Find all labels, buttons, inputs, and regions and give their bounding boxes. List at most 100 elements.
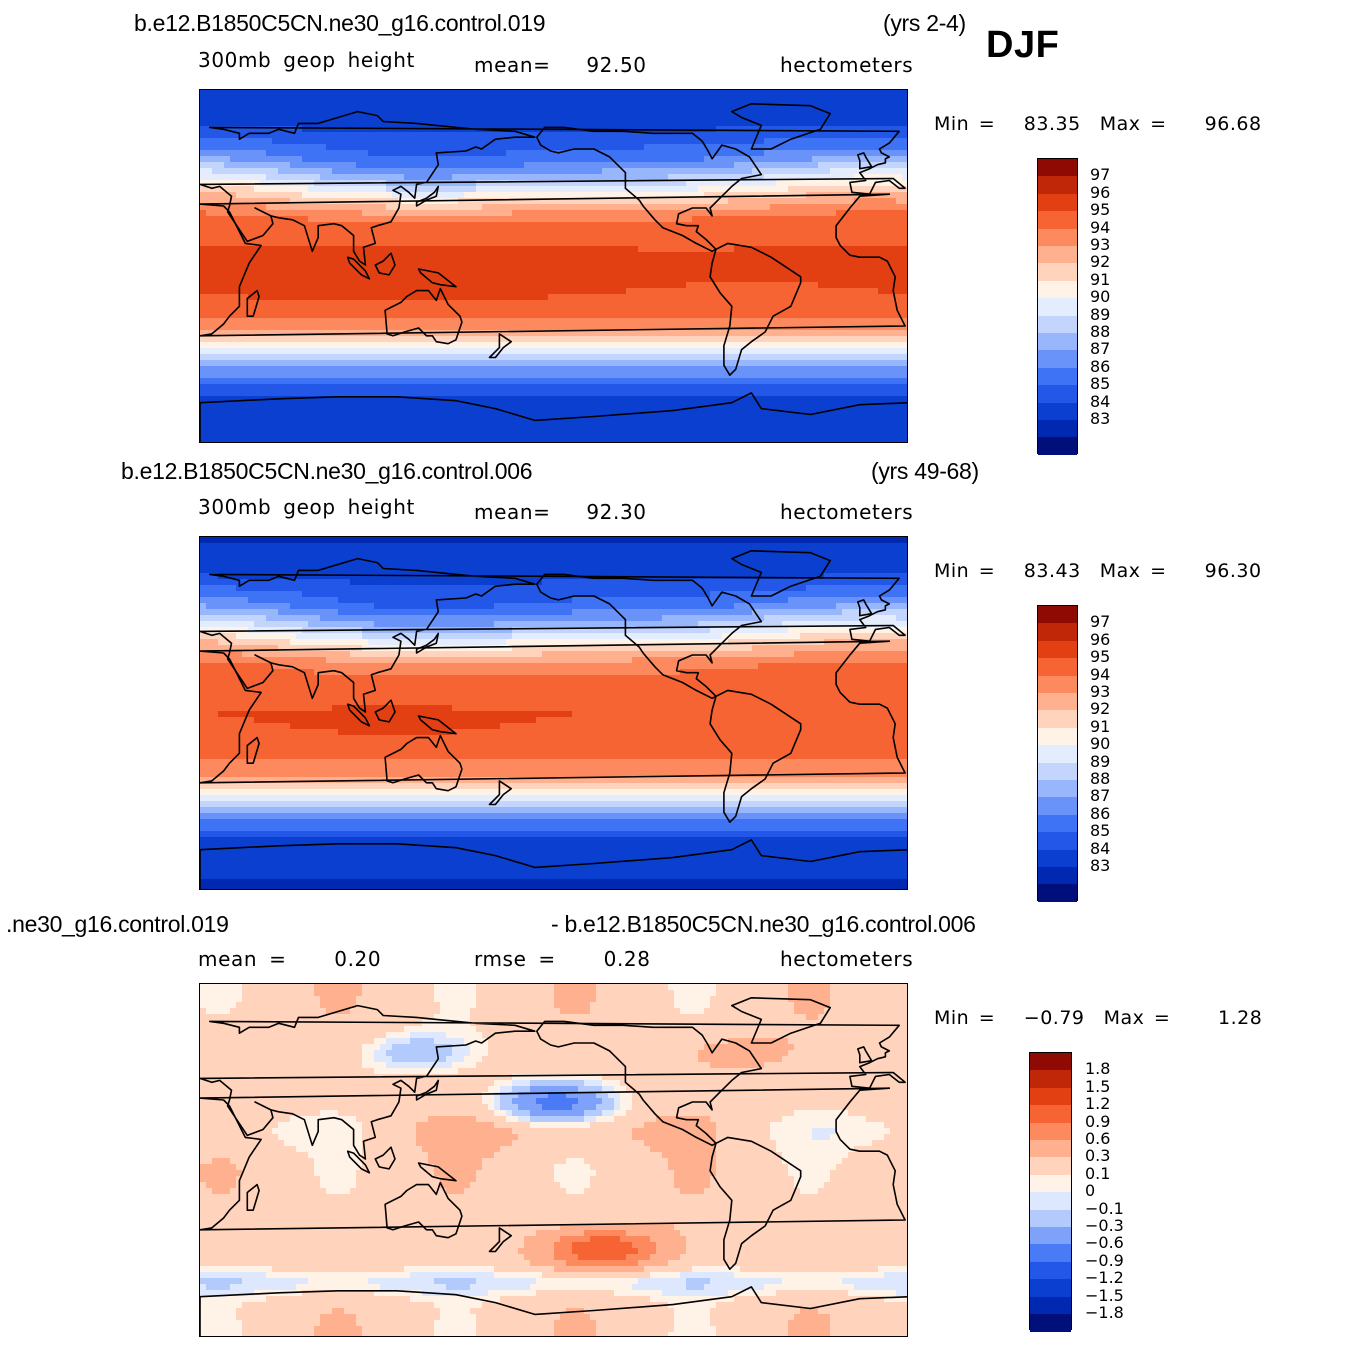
field-cell (332, 222, 339, 229)
field-cell (830, 204, 837, 211)
field-cell (458, 138, 465, 145)
field-cell (626, 336, 633, 343)
field-cell (332, 210, 339, 217)
field-cell (386, 168, 393, 175)
field-cell (536, 234, 543, 241)
field-cell (590, 252, 597, 259)
field-cell (824, 162, 831, 169)
field-cell (656, 330, 663, 337)
field-cell (734, 336, 741, 343)
field-cell (578, 186, 585, 193)
field-cell (200, 330, 207, 337)
field-cell (746, 210, 753, 217)
field-cell (656, 198, 663, 205)
field-cell (740, 180, 747, 187)
field-cell (764, 234, 771, 241)
field-cell (716, 90, 723, 97)
field-cell (284, 168, 291, 175)
field-cell (236, 120, 243, 127)
field-cell (356, 312, 363, 319)
field-cell (626, 246, 633, 253)
field-cell (596, 120, 603, 127)
field-cell (632, 240, 639, 247)
field-cell (872, 216, 879, 223)
field-cell (560, 168, 567, 175)
field-cell (734, 108, 741, 115)
field-cell (302, 216, 309, 223)
field-cell (896, 228, 903, 235)
field-cell (362, 270, 369, 277)
field-cell (758, 246, 765, 253)
field-cell (506, 132, 513, 139)
field-cell (740, 252, 747, 259)
field-cell (572, 270, 579, 277)
field-cell (518, 162, 525, 169)
field-cell (434, 210, 441, 217)
field-cell (752, 174, 759, 181)
field-cell (440, 330, 447, 337)
field-cell (308, 318, 315, 325)
field-cell (362, 120, 369, 127)
field-cell (596, 264, 603, 271)
field-cell (494, 312, 501, 319)
field-cell (278, 198, 285, 205)
field-cell (506, 288, 513, 295)
field-cell (866, 264, 873, 271)
field-cell (770, 198, 777, 205)
field-cell (758, 216, 765, 223)
field-cell (752, 228, 759, 235)
field-cell (848, 288, 855, 295)
field-cell (722, 306, 729, 313)
field-cell (296, 264, 303, 271)
field-cell (848, 198, 855, 205)
field-cell (722, 222, 729, 229)
field-cell (848, 168, 855, 175)
field-cell (500, 336, 507, 343)
field-cell (782, 126, 789, 133)
field-cell (770, 180, 777, 187)
field-cell (440, 192, 447, 199)
field-cell (458, 192, 465, 199)
field-cell (566, 270, 573, 277)
field-cell (800, 174, 807, 181)
field-cell (866, 114, 873, 121)
field-cell (524, 222, 531, 229)
field-cell (902, 276, 907, 283)
field-cell (566, 168, 573, 175)
field-cell (416, 324, 423, 331)
field-cell (254, 216, 261, 223)
field-cell (818, 138, 825, 145)
field-cell (530, 270, 537, 277)
field-cell (548, 312, 555, 319)
field-cell (608, 192, 615, 199)
field-cell (482, 162, 489, 169)
field-cell (890, 144, 897, 151)
field-cell (464, 228, 471, 235)
field-cell (902, 186, 907, 193)
field-cell (578, 234, 585, 241)
field-cell (440, 240, 447, 247)
field-cell (836, 336, 843, 343)
field-cell (776, 294, 783, 301)
field-cell (518, 264, 525, 271)
field-cell (464, 252, 471, 259)
field-cell (452, 216, 459, 223)
field-cell (626, 330, 633, 337)
field-cell (590, 90, 597, 97)
field-cell (320, 324, 327, 331)
field-cell (692, 162, 699, 169)
field-cell (440, 300, 447, 307)
field-cell (602, 246, 609, 253)
field-cell (542, 294, 549, 301)
field-cell (344, 192, 351, 199)
field-cell (416, 252, 423, 259)
field-cell (752, 300, 759, 307)
field-cell (404, 318, 411, 325)
field-cell (368, 96, 375, 103)
field-cell (710, 210, 717, 217)
field-cell (650, 288, 657, 295)
field-cell (278, 204, 285, 211)
field-cell (200, 216, 207, 223)
field-cell (728, 180, 735, 187)
field-cell (230, 258, 237, 265)
